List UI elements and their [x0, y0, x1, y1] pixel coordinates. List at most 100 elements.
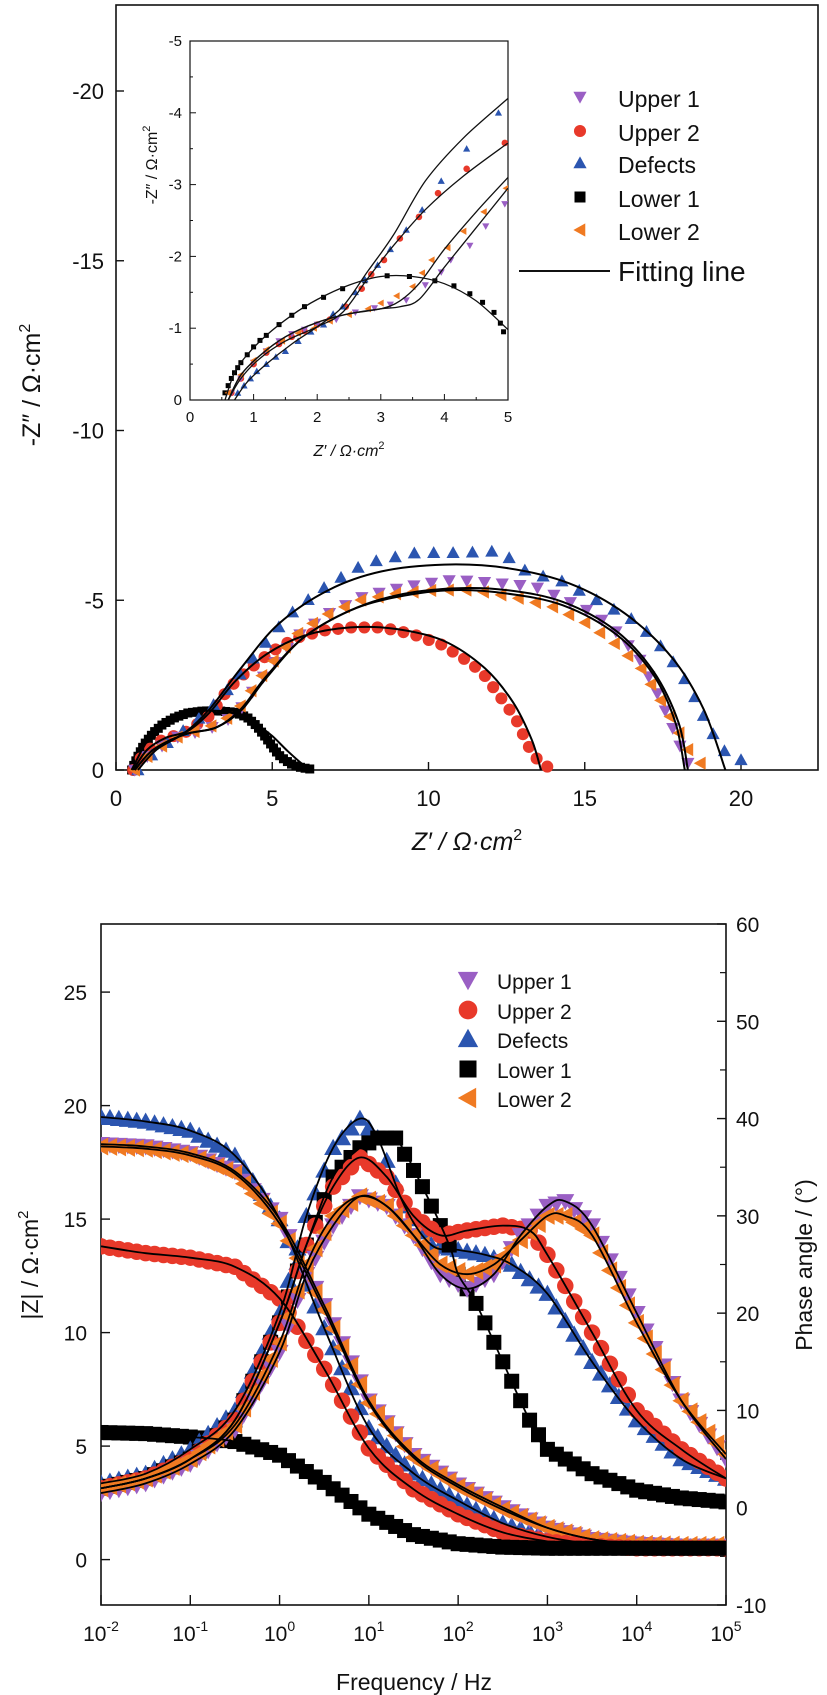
- bode-x-tick-base: 10: [710, 1623, 733, 1646]
- data-point-lower-2: [693, 756, 706, 770]
- inset-point-lower-2: [377, 299, 384, 307]
- bode-legend-marker-lower-2: [457, 1087, 477, 1109]
- data-point-defects: [233, 667, 247, 680]
- phase-point-defects: [600, 1376, 619, 1393]
- inset-x-tick-label: 1: [249, 409, 257, 426]
- legend: Upper 1 Upper 2 Defects Lower 1 Lower 2 Fitti…: [519, 86, 746, 287]
- inset-point-upper-1: [482, 223, 490, 230]
- inset-y-tick-label: 0: [174, 392, 182, 409]
- phase-point-lower-1: [397, 1146, 413, 1162]
- inset-point-lower-1: [491, 309, 497, 315]
- bode-y-left-title: |Z| / Ω·cm2: [15, 1210, 43, 1319]
- inset-point-lower-2: [418, 269, 426, 277]
- inset-point-lower-2: [443, 244, 451, 252]
- data-point-lower-1: [300, 763, 310, 773]
- inset-x-tick-label: 3: [377, 409, 385, 426]
- inset-point-lower-1: [451, 283, 457, 289]
- bode-legend-marker-upper-1: [457, 971, 479, 991]
- modulus-point-defects: [101, 1107, 110, 1125]
- inset-point-lower-1: [501, 329, 507, 335]
- bode-legend-label: Lower 1: [497, 1060, 572, 1083]
- inset-point-upper-2: [434, 189, 442, 197]
- inset-point-lower-2: [393, 292, 400, 300]
- bode-x-tick-label: 101: [353, 1618, 384, 1646]
- data-point-upper-1: [658, 705, 672, 718]
- phase-point-lower-2: [386, 1206, 403, 1225]
- data-point-defects: [607, 602, 621, 615]
- bode-legend-label: Lower 2: [497, 1089, 572, 1112]
- y-tick-label: -10: [72, 419, 104, 444]
- data-point-upper-2: [458, 652, 471, 665]
- y-axis-title-text: -Z″ / Ω·cm: [18, 333, 46, 447]
- phase-point-lower-2: [243, 1382, 260, 1401]
- inset-point-defects: [463, 145, 471, 152]
- bode-legend-label: Upper 2: [497, 1001, 572, 1024]
- inset-fit-line-lower-2: [227, 176, 508, 400]
- data-point-defects: [734, 753, 748, 766]
- data-point-upper-2: [384, 623, 397, 636]
- data-point-lower-2: [593, 626, 606, 640]
- y-tick-label: 0: [92, 758, 104, 783]
- phase-point-upper-1: [565, 1202, 584, 1219]
- data-point-upper-2: [478, 669, 491, 683]
- inset-point-lower-2: [459, 227, 467, 235]
- data-point-lower-2: [654, 693, 666, 707]
- data-point-lower-2: [634, 661, 647, 676]
- data-point-defects: [334, 570, 348, 583]
- phase-point-upper-1: [440, 1271, 459, 1289]
- legend-marker-upper-2: [573, 124, 587, 138]
- inset-point-upper-1: [501, 201, 508, 208]
- bode-x-tick-label: 100: [264, 1618, 295, 1646]
- phase-point-upper-2: [610, 1371, 628, 1388]
- fit-line-defects: [137, 563, 727, 771]
- data-point-defects: [465, 545, 480, 558]
- data-point-defects: [485, 544, 499, 557]
- bode-x-tick-base: 10: [621, 1623, 644, 1646]
- x-axis-title-sup: 2: [513, 827, 522, 844]
- bode-y-right-tick-label: 10: [736, 1400, 759, 1423]
- bode-y-left-tick-label: 25: [64, 982, 87, 1005]
- bode-y-right-tick-label: 40: [736, 1109, 759, 1132]
- data-point-defects: [317, 581, 331, 593]
- bode-x-tick-label: 102: [443, 1618, 474, 1646]
- inset-point-defects: [329, 310, 337, 317]
- data-point-lower-2: [644, 677, 657, 691]
- data-point-upper-1: [495, 578, 509, 591]
- data-point-lower-2: [607, 636, 620, 650]
- bode-y-right-tick-label: 60: [736, 914, 759, 937]
- inset-point-upper-2: [463, 165, 470, 173]
- bode-legend-marker-defects: [457, 1028, 479, 1048]
- inset-frame: [189, 40, 509, 401]
- phase-point-lower-2: [252, 1366, 269, 1385]
- inset-x-axis-title-text: Z′ / Ω·cm: [312, 443, 378, 460]
- data-point-upper-1: [547, 589, 561, 602]
- data-point-upper-2: [397, 626, 410, 639]
- bode-x-tick-exp: 2: [466, 1618, 474, 1634]
- inset-x-tick-label: 5: [504, 409, 512, 426]
- y-tick-label: -20: [72, 79, 104, 104]
- inset-x-axis-title-sup: 2: [378, 440, 384, 452]
- x-axis-title-text: Z′ / Ω·cm: [411, 828, 513, 856]
- bode-x-tick-exp: 4: [644, 1618, 652, 1634]
- data-point-upper-2: [541, 760, 554, 773]
- modulus-point-lower-2: [163, 1143, 180, 1162]
- inset-x-tick-label: 2: [313, 409, 321, 426]
- inset-x-axis-title: Z′ / Ω·cm2: [312, 440, 384, 460]
- legend-label: Fitting line: [618, 256, 746, 287]
- bode-x-tick-base: 10: [532, 1623, 555, 1646]
- modulus-point-upper-2: [342, 1408, 360, 1425]
- data-point-upper-2: [495, 692, 508, 705]
- data-point-lower-2: [681, 743, 694, 757]
- bode-x-tick-exp: -1: [196, 1618, 209, 1634]
- inset-point-upper-1: [421, 282, 429, 289]
- modulus-point-upper-2: [351, 1424, 369, 1441]
- data-point-lower-2: [494, 588, 507, 602]
- inset-point-lower-2: [345, 310, 352, 319]
- data-point-lower-2: [621, 649, 634, 663]
- phase-point-lower-2: [565, 1213, 582, 1232]
- fit-line-lower-1: [130, 709, 314, 771]
- bode-data: [101, 1107, 726, 1557]
- phase-point-defects: [342, 1119, 360, 1136]
- inset-point-defects: [494, 109, 503, 116]
